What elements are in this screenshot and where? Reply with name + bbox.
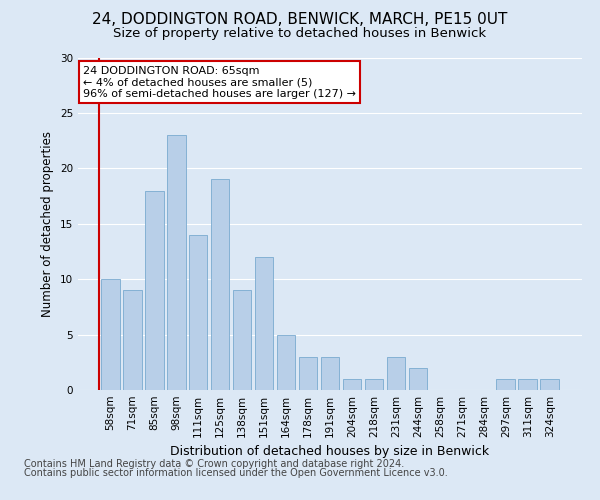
Y-axis label: Number of detached properties: Number of detached properties <box>41 130 55 317</box>
Bar <box>211 180 229 390</box>
Bar <box>343 379 361 390</box>
Bar <box>123 290 142 390</box>
Bar <box>255 257 274 390</box>
Bar <box>409 368 427 390</box>
X-axis label: Distribution of detached houses by size in Benwick: Distribution of detached houses by size … <box>170 446 490 458</box>
Bar <box>167 135 185 390</box>
Bar <box>518 379 537 390</box>
Text: Contains HM Land Registry data © Crown copyright and database right 2024.: Contains HM Land Registry data © Crown c… <box>24 459 404 469</box>
Bar <box>299 357 317 390</box>
Bar <box>277 334 295 390</box>
Text: 24, DODDINGTON ROAD, BENWICK, MARCH, PE15 0UT: 24, DODDINGTON ROAD, BENWICK, MARCH, PE1… <box>92 12 508 26</box>
Bar <box>365 379 383 390</box>
Bar <box>496 379 515 390</box>
Bar <box>541 379 559 390</box>
Bar <box>233 290 251 390</box>
Bar <box>101 279 119 390</box>
Bar <box>145 190 164 390</box>
Text: Contains public sector information licensed under the Open Government Licence v3: Contains public sector information licen… <box>24 468 448 478</box>
Text: Size of property relative to detached houses in Benwick: Size of property relative to detached ho… <box>113 26 487 40</box>
Bar <box>386 357 405 390</box>
Bar <box>320 357 340 390</box>
Bar <box>189 235 208 390</box>
Text: 24 DODDINGTON ROAD: 65sqm
← 4% of detached houses are smaller (5)
96% of semi-de: 24 DODDINGTON ROAD: 65sqm ← 4% of detach… <box>83 66 356 99</box>
